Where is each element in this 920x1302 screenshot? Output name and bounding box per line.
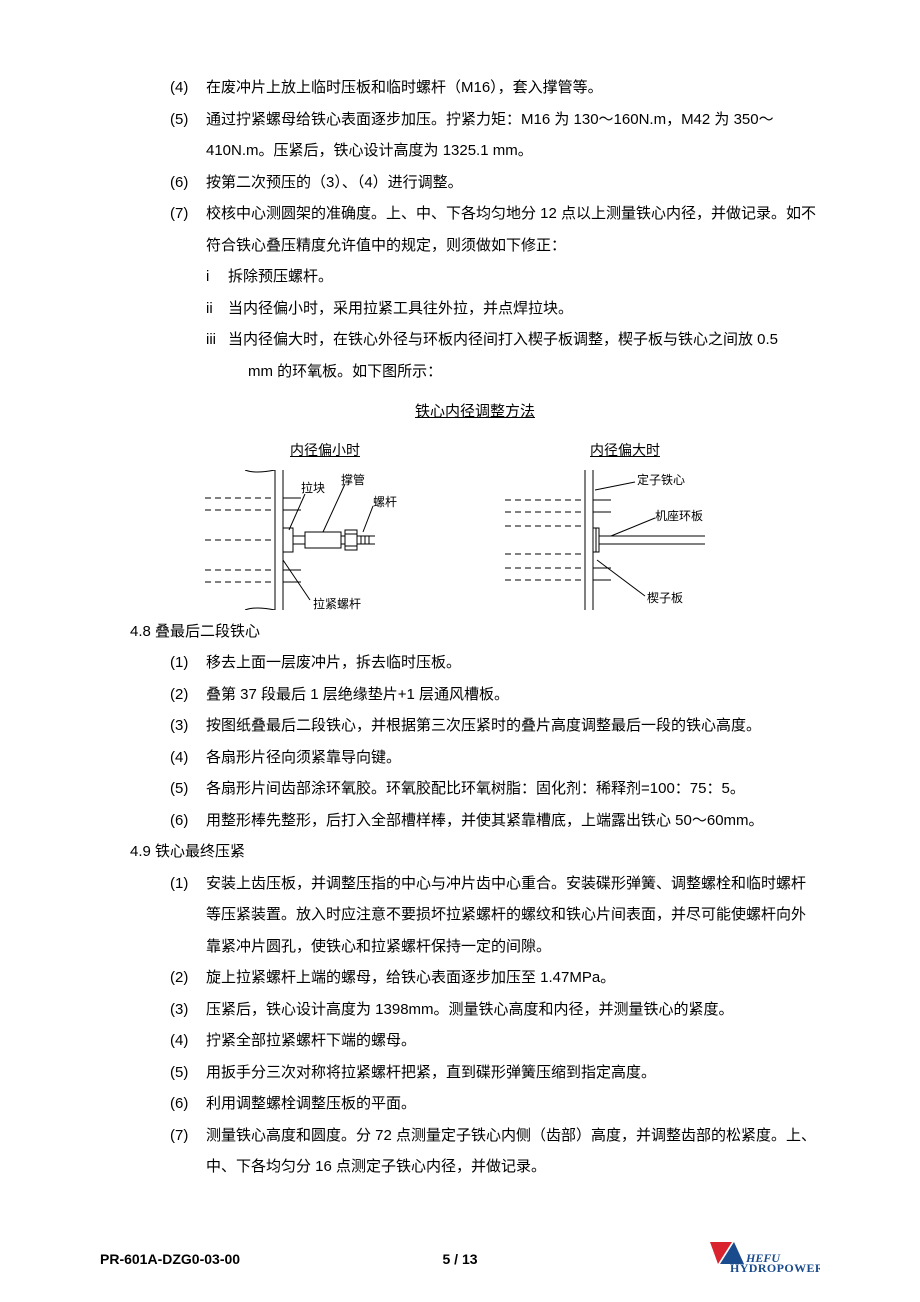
item-num: (6) (170, 167, 206, 199)
sub-item: iii 当内径偏大时，在铁心外径与环板内径间打入楔子板调整，楔子板与铁心之间放 … (206, 324, 820, 387)
sub-item: i 拆除预压螺杆。 (206, 261, 820, 293)
sub-num: iii (206, 324, 228, 387)
section-48-head: 4.8 叠最后二段铁心 (130, 616, 820, 648)
sub-list: i 拆除预压螺杆。 ii 当内径偏小时，采用拉紧工具往外拉，并点焊拉块。 iii… (206, 261, 820, 387)
list-item: (7) 校核中心测圆架的准确度。上、中、下各均匀地分 12 点以上测量铁心内径，… (170, 198, 820, 261)
item-num: (1) (170, 647, 206, 679)
item-text: 各扇形片间齿部涂环氧胶。环氧胶配比环氧树脂：固化剂：稀释剂=100：75：5。 (206, 773, 820, 805)
logo-svg: HEFU HYDROPOWER EQUIPMENT (710, 1240, 820, 1274)
list-item: (1)移去上面一层废冲片，拆去临时压板。 (170, 647, 820, 679)
sub-num: i (206, 261, 228, 293)
item-num: (2) (170, 679, 206, 711)
list-item: (6) 按第二次预压的（3）、（4）进行调整。 (170, 167, 820, 199)
item-num: (6) (170, 805, 206, 837)
item-text: 利用调整螺栓调整压板的平面。 (206, 1088, 820, 1120)
sub-text: 当内径偏大时，在铁心外径与环板内径间打入楔子板调整，楔子板与铁心之间放 0.5 … (228, 324, 820, 387)
list-block-top: (4) 在废冲片上放上临时压板和临时螺杆（M16），套入撑管等。 (5) 通过拧… (130, 72, 820, 261)
item-text: 在废冲片上放上临时压板和临时螺杆（M16），套入撑管等。 (206, 72, 820, 104)
section-49-head: 4.9 铁心最终压紧 (130, 836, 820, 868)
label-chengguan: 撑管 (341, 472, 365, 487)
list-item: (5) 通过拧紧螺母给铁心表面逐步加压。拧紧力矩：M16 为 130～160N.… (170, 104, 820, 167)
list-item: (3)压紧后，铁心设计高度为 1398mm。测量铁心高度和内径，并测量铁心的紧度… (170, 994, 820, 1026)
label-xiezi: 楔子板 (647, 591, 683, 605)
adjustment-diagram: 铁心内径调整方法 内径偏小时 (195, 397, 755, 610)
diagram-row: 内径偏小时 (205, 437, 745, 610)
item-text: 叠第 37 段最后 1 层绝缘垫片+1 层通风槽板。 (206, 679, 820, 711)
item-num: (3) (170, 710, 206, 742)
list-item: (1)安装上齿压板，并调整压指的中心与冲片齿中心重合。安装碟形弹簧、调整螺栓和临… (170, 868, 820, 963)
section-48-list: (1)移去上面一层废冲片，拆去临时压板。 (2)叠第 37 段最后 1 层绝缘垫… (130, 647, 820, 836)
doc-number: PR-601A-DZG0-03-00 (100, 1245, 240, 1274)
item-text: 通过拧紧螺母给铁心表面逐步加压。拧紧力矩：M16 为 130～160N.m，M4… (206, 104, 820, 167)
item-text: 压紧后，铁心设计高度为 1398mm。测量铁心高度和内径，并测量铁心的紧度。 (206, 994, 820, 1026)
item-text: 拧紧全部拉紧螺杆下端的螺母。 (206, 1025, 820, 1057)
diagram-title: 铁心内径调整方法 (415, 397, 535, 429)
list-item: (4) 在废冲片上放上临时压板和临时螺杆（M16），套入撑管等。 (170, 72, 820, 104)
item-num: (3) (170, 994, 206, 1026)
list-item: (6)利用调整螺栓调整压板的平面。 (170, 1088, 820, 1120)
item-num: (4) (170, 72, 206, 104)
list-item: (2)叠第 37 段最后 1 层绝缘垫片+1 层通风槽板。 (170, 679, 820, 711)
item-text: 用扳手分三次对称将拉紧螺杆把紧，直到碟形弹簧压缩到指定高度。 (206, 1057, 820, 1089)
list-item: (6)用整形棒先整形，后打入全部槽样棒，并使其紧靠槽底，上端露出铁心 50～60… (170, 805, 820, 837)
page-sep: / (450, 1251, 462, 1267)
page-total: 13 (462, 1251, 478, 1267)
label-jizuo: 机座环板 (655, 508, 703, 523)
left-subtitle: 内径偏小时 (290, 437, 360, 466)
item-num: (5) (170, 1057, 206, 1089)
item-num: (6) (170, 1088, 206, 1120)
item-text: 测量铁心高度和圆度。分 72 点测量定子铁心内侧（齿部）高度，并调整齿部的松紧度… (206, 1120, 820, 1183)
list-item: (5)各扇形片间齿部涂环氧胶。环氧胶配比环氧树脂：固化剂：稀释剂=100：75：… (170, 773, 820, 805)
right-subtitle: 内径偏大时 (590, 437, 660, 466)
item-text: 校核中心测圆架的准确度。上、中、下各均匀地分 12 点以上测量铁心内径，并做记录… (206, 198, 820, 261)
list-item: (4)各扇形片径向须紧靠导向键。 (170, 742, 820, 774)
right-svg: 定子铁心 机座环板 楔子板 (505, 470, 745, 610)
item-text: 安装上齿压板，并调整压指的中心与冲片齿中心重合。安装碟形弹簧、调整螺栓和临时螺杆… (206, 868, 820, 963)
list-item: (5)用扳手分三次对称将拉紧螺杆把紧，直到碟形弹簧压缩到指定高度。 (170, 1057, 820, 1089)
list-item: (3)按图纸叠最后二段铁心，并根据第三次压紧时的叠片高度调整最后一段的铁心高度。 (170, 710, 820, 742)
list-item: (7)测量铁心高度和圆度。分 72 点测量定子铁心内侧（齿部）高度，并调整齿部的… (170, 1120, 820, 1183)
item-text: 按第二次预压的（3）、（4）进行调整。 (206, 167, 820, 199)
sub-num: ii (206, 293, 228, 325)
left-svg: 拉块 撑管 螺杆 拉紧螺杆 (205, 470, 445, 610)
sub-line1: 当内径偏大时，在铁心外径与环板内径间打入楔子板调整，楔子板与铁心之间放 0.5 (228, 331, 778, 348)
sub-line2: mm 的环氧板。如下图所示： (228, 363, 442, 380)
page-indicator: 5 / 13 (442, 1245, 477, 1274)
item-num: (4) (170, 1025, 206, 1057)
item-text: 旋上拉紧螺杆上端的螺母，给铁心表面逐步加压至 1.47MPa。 (206, 962, 820, 994)
label-lajin: 拉紧螺杆 (313, 596, 361, 610)
logo-subtext: HYDROPOWER EQUIPMENT (730, 1261, 820, 1274)
label-lakuai: 拉块 (301, 480, 325, 495)
company-logo: HEFU HYDROPOWER EQUIPMENT (710, 1240, 820, 1274)
diagram-left: 内径偏小时 (205, 437, 445, 610)
item-num: (7) (170, 1120, 206, 1183)
diagram-right: 内径偏大时 (505, 437, 745, 610)
label-luogan: 螺杆 (373, 495, 397, 509)
item-num: (5) (170, 773, 206, 805)
item-text: 用整形棒先整形，后打入全部槽样棒，并使其紧靠槽底，上端露出铁心 50～60mm。 (206, 805, 820, 837)
item-text: 移去上面一层废冲片，拆去临时压板。 (206, 647, 820, 679)
item-num: (7) (170, 198, 206, 261)
item-num: (5) (170, 104, 206, 167)
item-text: 各扇形片径向须紧靠导向键。 (206, 742, 820, 774)
item-num: (4) (170, 742, 206, 774)
item-num: (1) (170, 868, 206, 963)
label-dingzi: 定子铁心 (637, 472, 685, 487)
sub-text: 拆除预压螺杆。 (228, 261, 820, 293)
sub-item: ii 当内径偏小时，采用拉紧工具往外拉，并点焊拉块。 (206, 293, 820, 325)
item-text: 按图纸叠最后二段铁心，并根据第三次压紧时的叠片高度调整最后一段的铁心高度。 (206, 710, 820, 742)
item-num: (2) (170, 962, 206, 994)
list-item: (4)拧紧全部拉紧螺杆下端的螺母。 (170, 1025, 820, 1057)
page-footer: PR-601A-DZG0-03-00 5 / 13 HEFU HYDROPOWE… (100, 1240, 820, 1274)
list-item: (2)旋上拉紧螺杆上端的螺母，给铁心表面逐步加压至 1.47MPa。 (170, 962, 820, 994)
section-49-list: (1)安装上齿压板，并调整压指的中心与冲片齿中心重合。安装碟形弹簧、调整螺栓和临… (130, 868, 820, 1183)
sub-text: 当内径偏小时，采用拉紧工具往外拉，并点焊拉块。 (228, 293, 820, 325)
page-current: 5 (442, 1251, 450, 1267)
